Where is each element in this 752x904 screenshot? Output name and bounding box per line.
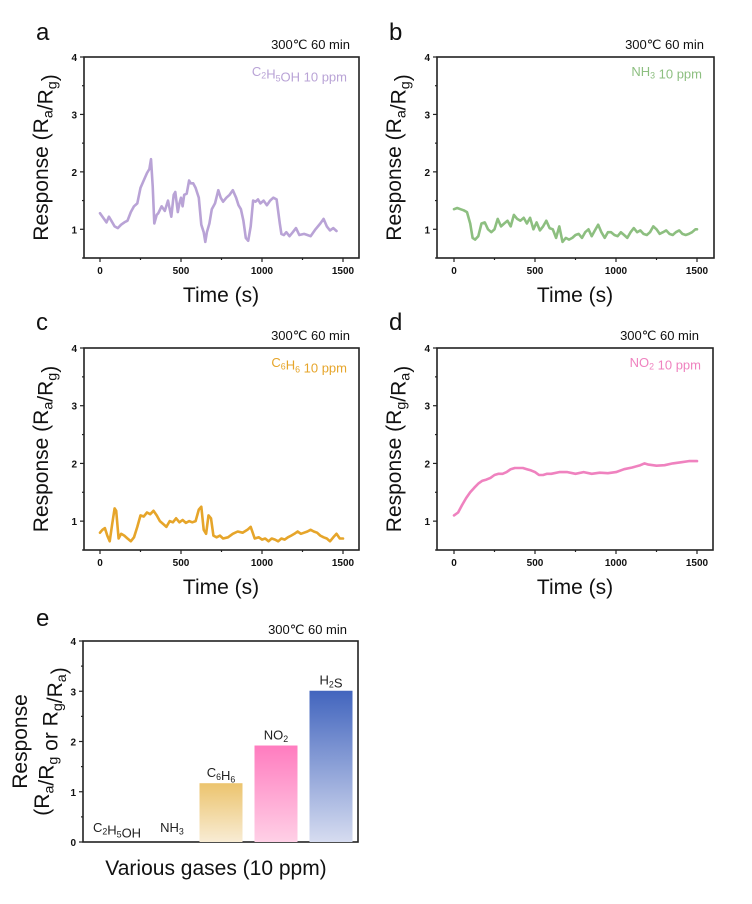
legend-label: NH3 10 ppm [631, 64, 702, 82]
x-tick-label: 1500 [332, 558, 355, 569]
panel-d-condition: 300℃ 60 min [620, 328, 699, 343]
y-tick-label: 3 [71, 402, 77, 413]
y-tick-label: 2 [424, 459, 430, 470]
x-tick-label: 0 [451, 558, 457, 569]
y-tick-label: 1 [424, 225, 430, 236]
y-axis-label: Response (Ra/Rg) [30, 74, 62, 240]
x-tick-label: 0 [97, 558, 103, 569]
panel-b-letter: b [389, 19, 402, 46]
plot-frame [436, 347, 714, 551]
y-axis-label: Response (Rg/Ra) [383, 366, 415, 532]
bar-label: C2H5OH [93, 820, 141, 840]
x-tick-label: 500 [173, 266, 190, 277]
x-tick-label: 1000 [605, 266, 628, 277]
x-tick-label: 500 [527, 266, 544, 277]
panel-b-chart: b 300℃ 60 min Time (s) 1 2 3 4 0 500 1000 1500 N… [383, 19, 715, 307]
panel-a-chart: a 300℃ 60 min Time (s) 1 2 3 4 0 500 1000 1500 C… [30, 19, 360, 307]
panel-d-letter: d [389, 309, 402, 336]
x-tick-label: 1500 [332, 266, 355, 277]
bar-label: C6H6 [207, 765, 236, 784]
panel-b-condition: 300℃ 60 min [625, 37, 704, 52]
bar-h2s [309, 690, 353, 842]
y-tick-label: 2 [71, 459, 77, 470]
bar-c6h6 [199, 783, 243, 842]
y-tick-label: 0 [70, 838, 76, 849]
panel-e-chart: e 300℃ 60 min Various gases (10 ppm) 0 1 2… [9, 605, 359, 880]
y-tick-label: 3 [70, 687, 76, 698]
panel-a-letter: a [36, 19, 50, 46]
y-tick-label: 2 [71, 168, 77, 179]
panel-e-letter: e [36, 605, 49, 632]
panel-a-xlabel: Time (s) [183, 284, 259, 307]
y-axis-label-line2: (Ra/Rg or Rg/Ra) [31, 667, 71, 815]
y-tick-label: 3 [71, 110, 77, 121]
panel-e-xlabel: Various gases (10 ppm) [105, 857, 326, 880]
panel-d-xlabel: Time (s) [537, 576, 613, 599]
panel-c-letter: c [36, 309, 48, 336]
x-tick-label: 1000 [251, 558, 274, 569]
x-tick-label: 1000 [605, 558, 628, 569]
data-series-line [452, 459, 699, 517]
x-tick-label: 1500 [686, 266, 709, 277]
y-tick-label: 1 [424, 517, 430, 528]
y-tick-label: 2 [424, 168, 430, 179]
y-tick-label: 1 [71, 517, 77, 528]
y-tick-label: 4 [71, 344, 77, 355]
data-series-line [452, 206, 699, 244]
panel-a-condition: 300℃ 60 min [271, 37, 350, 52]
bar-no2 [254, 745, 298, 842]
x-tick-label: 1000 [251, 266, 274, 277]
x-tick-label: 500 [173, 558, 190, 569]
y-axis-label-line1: Response [9, 694, 32, 789]
x-tick-label: 0 [451, 266, 457, 277]
data-series-line [98, 157, 338, 244]
y-tick-label: 2 [70, 738, 76, 749]
y-tick-label: 4 [424, 53, 430, 64]
y-tick-label: 1 [71, 225, 77, 236]
bar-label: NO2 [264, 728, 289, 745]
panel-c-xlabel: Time (s) [183, 576, 259, 599]
y-tick-label: 4 [71, 53, 77, 64]
y-tick-label: 3 [424, 402, 430, 413]
bar-label: H2S [320, 673, 343, 691]
legend-label: NO2 10 ppm [630, 355, 701, 373]
panel-e-condition: 300℃ 60 min [268, 622, 347, 637]
plot-frame [83, 347, 360, 551]
plot-frame [436, 56, 715, 259]
panel-d-chart: d 300℃ 60 min Time (s) 1 2 3 4 0 500 1000 1500 N… [383, 309, 714, 599]
bar-label: NH3 [160, 820, 184, 837]
panel-c-condition: 300℃ 60 min [271, 328, 350, 343]
panel-c-chart: c 300℃ 60 min Time (s) 1 2 3 4 0 500 1000 1500 C… [30, 309, 360, 599]
x-tick-label: 0 [97, 266, 103, 277]
y-axis-label: Response (Ra/Rg) [30, 366, 62, 532]
data-series-line [98, 505, 345, 543]
legend-label: C6H6 10 ppm [271, 355, 347, 375]
y-tick-label: 4 [424, 344, 430, 355]
panel-b-xlabel: Time (s) [537, 284, 613, 307]
y-axis-label: Response (Ra/Rg) [383, 74, 415, 240]
x-tick-label: 1500 [686, 558, 709, 569]
x-tick-label: 500 [527, 558, 544, 569]
y-tick-label: 4 [70, 637, 76, 648]
y-tick-label: 1 [70, 788, 76, 799]
y-tick-label: 3 [424, 110, 430, 121]
legend-label: C2H5OH 10 ppm [252, 64, 347, 84]
